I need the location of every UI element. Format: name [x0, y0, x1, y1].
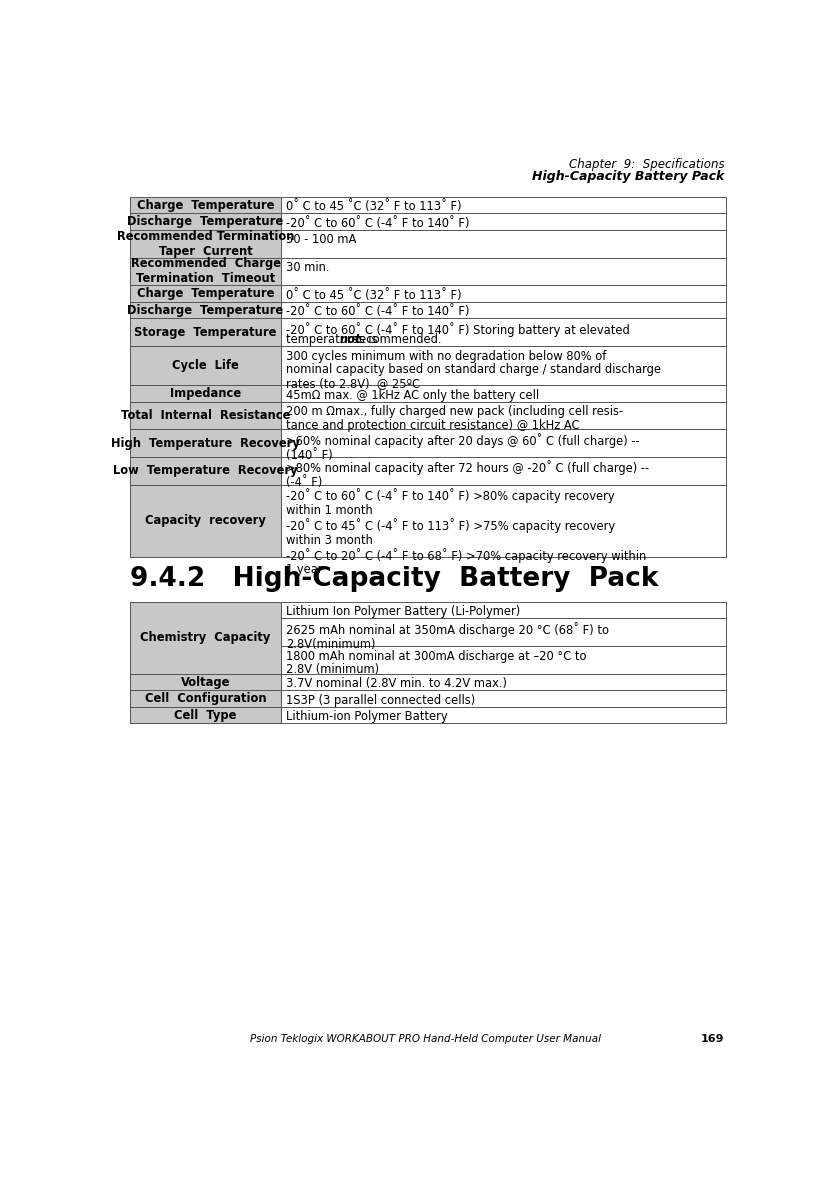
Text: 30 min.: 30 min.	[286, 261, 330, 274]
Text: 200 m Ωmax., fully charged new pack (including cell resis-
tance and protection : 200 m Ωmax., fully charged new pack (inc…	[286, 405, 624, 432]
Bar	[281, 285, 726, 302]
Bar	[281, 674, 726, 691]
Bar	[281, 707, 726, 723]
Text: Chemistry  Capacity: Chemistry Capacity	[140, 631, 271, 644]
Bar	[281, 646, 726, 674]
Text: Storage  Temperature: Storage Temperature	[134, 326, 276, 339]
Bar	[130, 485, 281, 557]
Text: Cell  Type: Cell Type	[175, 709, 236, 722]
Bar	[281, 457, 726, 485]
Text: Charge  Temperature: Charge Temperature	[137, 199, 274, 212]
Text: Psion Teklogix WORKABOUT PRO Hand-Held Computer User Manual: Psion Teklogix WORKABOUT PRO Hand-Held C…	[250, 1034, 601, 1044]
Text: >80% nominal capacity after 72 hours @ -20˚ C (full charge) --
(-4˚ F): >80% nominal capacity after 72 hours @ -…	[286, 461, 650, 490]
Bar	[130, 457, 281, 485]
Bar	[281, 302, 726, 318]
Text: Total  Internal  Resistance: Total Internal Resistance	[121, 409, 291, 423]
Text: Lithium-ion Polymer Battery: Lithium-ion Polymer Battery	[286, 710, 448, 723]
Text: Capacity  recovery: Capacity recovery	[145, 515, 266, 528]
Bar	[281, 257, 726, 285]
Text: temperatures is: temperatures is	[286, 333, 382, 346]
Bar	[130, 602, 281, 674]
Text: Discharge  Temperature: Discharge Temperature	[128, 304, 284, 317]
Text: 9.4.2   High-Capacity  Battery  Pack: 9.4.2 High-Capacity Battery Pack	[130, 566, 659, 593]
Text: 300 cycles minimum with no degradation below 80% of
nominal capacity based on st: 300 cycles minimum with no degradation b…	[286, 350, 661, 390]
Bar	[130, 213, 281, 230]
Text: not: not	[340, 333, 362, 346]
Text: Cycle  Life: Cycle Life	[172, 359, 239, 372]
Bar	[281, 385, 726, 401]
Text: 169: 169	[701, 1034, 725, 1044]
Text: High-Capacity Battery Pack: High-Capacity Battery Pack	[532, 170, 725, 183]
Text: 2625 mAh nominal at 350mA discharge 20 °C (68˚ F) to
2.8V(minimum): 2625 mAh nominal at 350mA discharge 20 °…	[286, 621, 610, 651]
Bar	[130, 707, 281, 723]
Bar	[281, 213, 726, 230]
Text: 1S3P (3 parallel connected cells): 1S3P (3 parallel connected cells)	[286, 694, 476, 706]
Bar	[281, 619, 726, 646]
Bar	[281, 602, 726, 619]
Bar	[130, 318, 281, 346]
Bar	[130, 674, 281, 691]
Bar	[130, 691, 281, 707]
Bar	[281, 318, 726, 346]
Text: 3.7V nominal (2.8V min. to 4.2V max.): 3.7V nominal (2.8V min. to 4.2V max.)	[286, 678, 508, 691]
Bar	[130, 385, 281, 401]
Bar	[130, 257, 281, 285]
Text: Impedance: Impedance	[170, 387, 241, 400]
Text: Recommended  Charge
Termination  Timeout: Recommended Charge Termination Timeout	[130, 257, 281, 285]
Bar	[130, 401, 281, 430]
Text: Cell  Configuration: Cell Configuration	[144, 692, 266, 705]
Text: -20˚ C to 60˚ C (-4˚ F to 140˚ F): -20˚ C to 60˚ C (-4˚ F to 140˚ F)	[286, 217, 470, 230]
Text: recommended.: recommended.	[351, 333, 442, 346]
Text: Charge  Temperature: Charge Temperature	[137, 287, 274, 300]
Text: 0˚ C to 45 ˚C (32˚ F to 113˚ F): 0˚ C to 45 ˚C (32˚ F to 113˚ F)	[286, 200, 462, 213]
Bar	[281, 485, 726, 557]
Bar	[130, 430, 281, 457]
Text: 0˚ C to 45 ˚C (32˚ F to 113˚ F): 0˚ C to 45 ˚C (32˚ F to 113˚ F)	[286, 288, 462, 302]
Bar	[281, 401, 726, 430]
Bar	[130, 285, 281, 302]
Text: Recommended Termination
Taper  Current: Recommended Termination Taper Current	[117, 230, 294, 257]
Bar	[130, 230, 281, 257]
Bar	[130, 674, 281, 691]
Text: -20˚ C to 60˚ C (-4˚ F to 140˚ F): -20˚ C to 60˚ C (-4˚ F to 140˚ F)	[286, 305, 470, 318]
Text: Low  Temperature  Recovery: Low Temperature Recovery	[114, 464, 298, 478]
Bar	[130, 707, 281, 723]
Text: >60% nominal capacity after 20 days @ 60˚ C (full charge) --
(140˚ F): >60% nominal capacity after 20 days @ 60…	[286, 433, 640, 462]
Text: Discharge  Temperature: Discharge Temperature	[128, 215, 284, 229]
Text: 1800 mAh nominal at 300mA discharge at –20 °C to
2.8V (minimum): 1800 mAh nominal at 300mA discharge at –…	[286, 650, 587, 676]
Text: -20˚ C to 60˚ C (-4˚ F to 140˚ F) Storing battery at elevated: -20˚ C to 60˚ C (-4˚ F to 140˚ F) Storin…	[286, 322, 630, 336]
Bar	[281, 346, 726, 385]
Bar	[281, 430, 726, 457]
Text: 45mΩ max. @ 1kHz AC only the battery cell: 45mΩ max. @ 1kHz AC only the battery cel…	[286, 389, 539, 401]
Bar	[281, 196, 726, 213]
Text: -20˚ C to 60˚ C (-4˚ F to 140˚ F) >80% capacity recovery
within 1 month
-20˚ C t: -20˚ C to 60˚ C (-4˚ F to 140˚ F) >80% c…	[286, 488, 647, 577]
Bar	[281, 230, 726, 257]
Bar	[281, 691, 726, 707]
Bar	[130, 602, 281, 674]
Text: High  Temperature  Recovery: High Temperature Recovery	[111, 437, 300, 450]
Bar	[130, 196, 281, 213]
Bar	[130, 302, 281, 318]
Text: Lithium Ion Polymer Battery (Li-Polymer): Lithium Ion Polymer Battery (Li-Polymer)	[286, 606, 521, 619]
Text: Voltage: Voltage	[181, 675, 230, 688]
Bar	[130, 346, 281, 385]
Text: Chapter  9:  Specifications: Chapter 9: Specifications	[569, 158, 725, 171]
Bar	[130, 691, 281, 707]
Text: 50 - 100 mA: 50 - 100 mA	[286, 233, 357, 247]
